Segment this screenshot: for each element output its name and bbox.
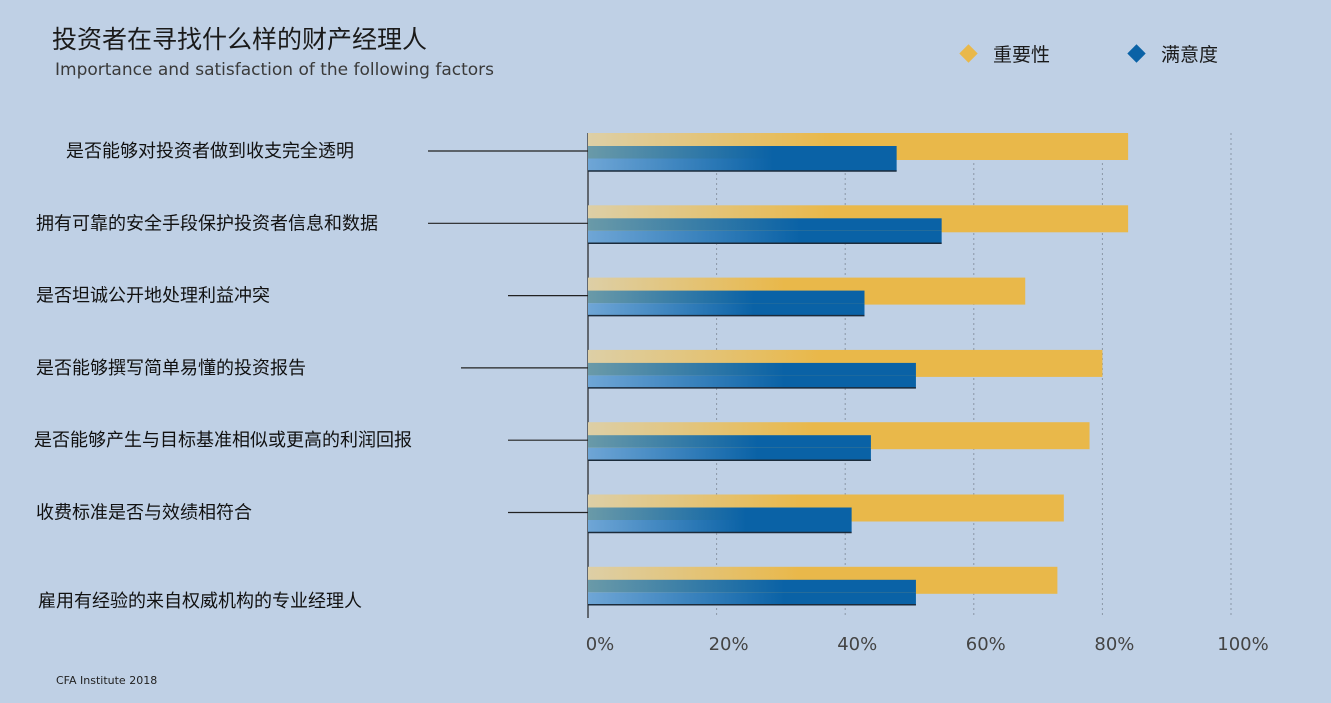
legend-item-satisfaction: 满意度 bbox=[1127, 40, 1219, 67]
bar-satisfaction-lower bbox=[588, 303, 865, 316]
bar-satisfaction-upper bbox=[588, 290, 865, 304]
page-title: 投资者在寻找什么样的财产经理人 bbox=[52, 25, 428, 54]
legend-label-satisfaction: 满意度 bbox=[1161, 44, 1219, 66]
category-label: 是否能够对投资者做到收支完全透明 bbox=[66, 141, 354, 162]
category-label: 收费标准是否与效绩相符合 bbox=[36, 503, 252, 524]
bar-satisfaction-lower bbox=[588, 158, 897, 171]
bar-satisfaction bbox=[588, 146, 897, 172]
category-label: 拥有可靠的安全手段保护投资者信息和数据 bbox=[36, 213, 378, 234]
bar-satisfaction-lower bbox=[588, 447, 871, 461]
bar-satisfaction-upper bbox=[588, 146, 897, 159]
x-tick-label: 60% bbox=[966, 634, 1006, 655]
bar-satisfaction-lower bbox=[588, 230, 942, 244]
source-note: CFA Institute 2018 bbox=[56, 674, 158, 687]
category-label: 是否坦诚公开地处理利益冲突 bbox=[36, 286, 270, 307]
bar-satisfaction-upper bbox=[588, 579, 916, 593]
bar-satisfaction-lower bbox=[588, 520, 852, 533]
bar-satisfaction-upper bbox=[588, 218, 942, 231]
category-label: 是否能够撰写简单易懂的投资报告 bbox=[36, 358, 306, 379]
x-tick-label: 80% bbox=[1094, 634, 1134, 655]
page-subtitle: Importance and satisfaction of the follo… bbox=[55, 60, 495, 80]
bar-satisfaction-lower bbox=[588, 592, 916, 605]
bar-satisfaction bbox=[588, 290, 865, 317]
category-label: 雇用有经验的来自权威机构的专业经理人 bbox=[38, 591, 362, 612]
category-label: 是否能够产生与目标基准相似或更高的利润回报 bbox=[34, 430, 412, 451]
bar-satisfaction bbox=[588, 579, 916, 606]
legend-item-importance: 重要性 bbox=[959, 40, 1051, 67]
legend-label-importance: 重要性 bbox=[993, 44, 1051, 66]
bar-satisfaction bbox=[588, 218, 942, 245]
bar-satisfaction-upper bbox=[588, 507, 852, 520]
bar-satisfaction bbox=[588, 435, 871, 461]
x-tick-label: 40% bbox=[837, 634, 877, 655]
bar-satisfaction-upper bbox=[588, 362, 916, 376]
bar-satisfaction bbox=[588, 507, 852, 534]
bar-satisfaction bbox=[588, 362, 916, 389]
x-tick-label: 0% bbox=[586, 634, 615, 655]
bar-satisfaction-upper bbox=[588, 435, 871, 448]
bar-satisfaction-lower bbox=[588, 375, 916, 388]
x-tick-label: 100% bbox=[1217, 634, 1268, 655]
x-tick-label: 20% bbox=[709, 634, 749, 655]
